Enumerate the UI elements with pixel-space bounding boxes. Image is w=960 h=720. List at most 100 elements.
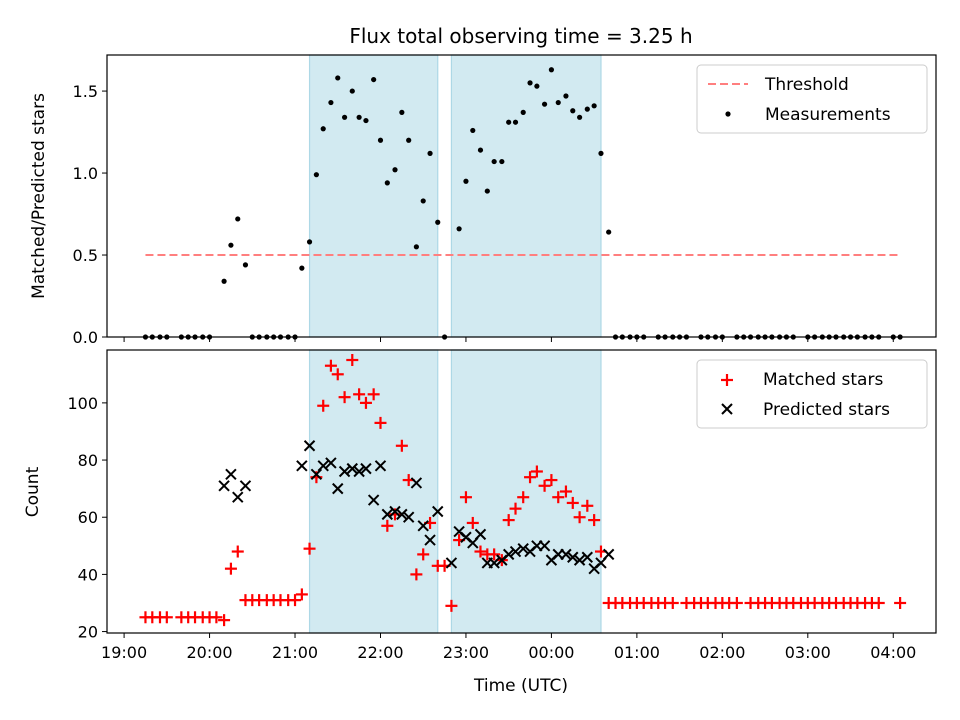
measurement-point (221, 278, 227, 284)
measurement-point (320, 126, 326, 132)
matched-star-point (466, 516, 479, 529)
predicted-star-point (488, 557, 500, 569)
predicted-star-point (502, 548, 515, 561)
xtick-label: 01:00 (614, 643, 660, 662)
matched-star-point (224, 562, 237, 575)
measurement-point (384, 180, 390, 186)
matched-star-point (730, 596, 743, 609)
measurement-point (584, 106, 590, 112)
observing-window-1 (450, 54, 602, 338)
predicted-star-point (389, 505, 401, 518)
matched-star-point (488, 548, 501, 561)
matched-star-point (295, 588, 308, 601)
measurement-point (527, 80, 533, 86)
matched-star-point (459, 491, 472, 504)
xtick-label: 21:00 (272, 643, 318, 662)
matched-star-point (588, 514, 601, 527)
matched-star-point (338, 391, 351, 404)
measurement-point (520, 109, 526, 115)
measurement-point (555, 99, 561, 106)
matched-star-point (552, 491, 565, 504)
x-axis-label: Time (UTC) (473, 676, 568, 696)
xtick-label: 23:00 (443, 643, 489, 662)
matched-star-point (559, 485, 572, 498)
bottom-ytick-label: 100 (67, 394, 98, 413)
top-panel: 0.0 0.5 1.0 1.5 Matched/Predicted stars Thr… (29, 54, 937, 347)
measurement-point (228, 242, 234, 248)
legend-measurements-marker (725, 111, 731, 117)
predicted-star-point (232, 491, 244, 503)
matched-star-point (417, 548, 430, 561)
observing-window-1 (450, 349, 602, 634)
measurement-point (420, 198, 426, 204)
predicted-star-point (396, 508, 408, 521)
matched-star-point (231, 545, 244, 558)
observing-window-0 (308, 54, 439, 338)
xtick-label: 02:00 (699, 643, 745, 662)
matched-star-point (894, 596, 907, 609)
predicted-star-point (573, 554, 586, 566)
measurement-point (470, 127, 476, 134)
legend-threshold-label: Threshold (764, 75, 849, 95)
measurement-point (506, 119, 512, 125)
measurement-point (242, 262, 249, 268)
predicted-star-point (303, 440, 316, 452)
measurement-point (606, 229, 612, 235)
predicted-star-point (218, 480, 230, 492)
matched-star-point (218, 614, 231, 627)
measurement-point (299, 265, 305, 271)
top-ytick-label: 1.0 (73, 164, 98, 183)
xtick-label: 20:00 (187, 643, 233, 662)
legend-predicted-marker (721, 403, 733, 415)
measurement-point (463, 178, 469, 184)
matched-star-point (538, 479, 551, 492)
xtick-label: 19:00 (101, 643, 147, 662)
matched-star-point (410, 568, 423, 581)
bottom-y-axis-label: Count (23, 466, 43, 517)
measurement-point (563, 93, 569, 99)
legend-matched-marker (721, 374, 733, 386)
matched-star-point (474, 545, 487, 558)
matched-star-point (331, 368, 344, 381)
predicted-star-point (474, 528, 487, 541)
matched-star-point (289, 594, 302, 607)
measurement-point (591, 103, 597, 109)
predicted-star-point (509, 545, 522, 558)
matched-star-point (509, 502, 522, 515)
bottom-legend: Matched stars Predicted stars (696, 359, 928, 429)
predicted-star-point (517, 542, 529, 555)
measurement-point (598, 150, 604, 156)
matched-star-point (395, 439, 408, 452)
measurement-point (541, 101, 548, 107)
measurement-point (456, 226, 462, 232)
measurement-point (413, 244, 419, 250)
bottom-ytick-label: 40 (78, 565, 98, 584)
bottom-plot-frame (106, 349, 937, 634)
predicted-star-point (560, 548, 572, 561)
measurement-point (341, 114, 348, 120)
predicted-star-point (239, 480, 252, 492)
matched-star-point (359, 396, 372, 409)
measurement-point (356, 114, 362, 120)
xtick-label: 04:00 (870, 643, 916, 662)
predicted-star-point (346, 462, 358, 475)
predicted-star-point (310, 468, 323, 481)
predicted-star-point (332, 482, 344, 495)
matched-star-point (872, 596, 885, 609)
matched-star-point (210, 611, 223, 624)
predicted-star-point (602, 548, 615, 561)
predicted-star-point (424, 534, 436, 546)
measurement-point (491, 158, 497, 165)
xtick-label: 22:00 (357, 643, 403, 662)
matched-star-point (573, 511, 586, 524)
predicted-star-point (410, 477, 423, 489)
xtick-label: 00:00 (528, 643, 574, 662)
predicted-star-point (538, 540, 551, 552)
top-ytick-label: 0.0 (73, 328, 98, 347)
matched-star-point (517, 491, 530, 504)
predicted-star-point (353, 465, 365, 478)
predicted-star-point (417, 520, 429, 532)
measurement-point (534, 83, 540, 89)
measurement-point (399, 109, 405, 115)
measurement-point (392, 167, 398, 173)
